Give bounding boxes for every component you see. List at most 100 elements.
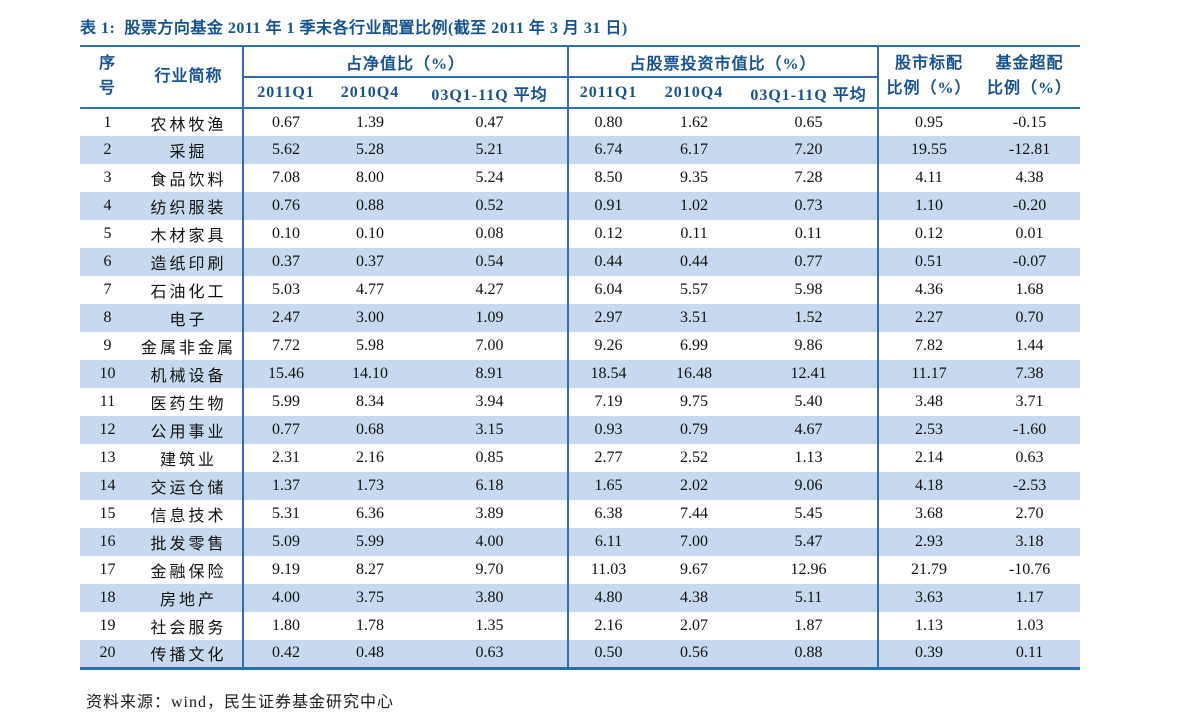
value-cell: 18.54 xyxy=(567,360,649,388)
value-cell: 0.37 xyxy=(356,253,384,270)
value-cell: 7.72 xyxy=(242,332,328,360)
value-cell: 1.17 xyxy=(1015,589,1044,606)
value-cell: 2.47 xyxy=(242,304,328,332)
value-cell: 1.52 xyxy=(794,309,823,326)
table-row: 9 金属非金属 7.72 5.98 7.00 9.26 6.99 9.86 7.82 1.44 xyxy=(80,332,1080,360)
value-cell: 5.31 xyxy=(242,500,328,528)
industry-cell: 石油化工 xyxy=(150,284,227,301)
value-cell: 2.52 xyxy=(680,449,709,466)
table-row: 20 传播文化 0.42 0.48 0.63 0.50 0.56 0.88 0.39 0.11 xyxy=(80,640,1081,668)
value-cell: 3.80 xyxy=(475,589,504,606)
value-cell: 4.38 xyxy=(680,589,709,606)
seq-cell: 20 xyxy=(99,644,116,662)
seq-cell: 13 xyxy=(99,449,116,466)
value-cell: 0.11 xyxy=(794,225,823,242)
value-cell: 7.28 xyxy=(794,169,823,186)
value-cell: 0.70 xyxy=(1015,309,1044,326)
col-group-net-value: 占净值比（%） xyxy=(241,46,569,78)
value-cell: 2.97 xyxy=(567,304,649,332)
value-cell: 5.11 xyxy=(794,589,823,606)
industry-cell: 机械设备 xyxy=(150,368,227,385)
table-row: 14 交运仓储 1.37 1.73 6.18 1.65 2.02 9.06 4.18 -2.53 xyxy=(80,472,1081,500)
value-cell: 0.51 xyxy=(877,248,980,276)
value-cell: 1.13 xyxy=(877,612,980,640)
value-cell: 6.99 xyxy=(680,337,709,354)
col-header-net-2010q4: 2010Q4 xyxy=(340,83,400,101)
value-cell: 5.45 xyxy=(794,505,823,522)
value-cell: 1.09 xyxy=(475,309,504,326)
value-cell: 5.99 xyxy=(242,388,328,416)
value-cell: 3.00 xyxy=(356,309,384,326)
value-cell: 8.91 xyxy=(475,365,504,382)
col-header-stock-2011q1: 2011Q1 xyxy=(567,77,649,108)
std-header-line2: 比例（%） xyxy=(886,80,972,97)
industry-cell: 公用事业 xyxy=(150,424,227,441)
seq-cell: 3 xyxy=(103,169,112,186)
value-cell: 9.35 xyxy=(680,169,709,186)
value-cell: 9.75 xyxy=(680,393,709,410)
industry-cell: 社会服务 xyxy=(150,620,227,637)
industry-cell: 电子 xyxy=(169,312,208,329)
value-cell: 4.77 xyxy=(356,281,384,298)
industry-allocation-table: 序 号 行业简称 占净值比（%） 占股票投资市值比（%） 股市标配 比例（%） … xyxy=(80,45,1081,670)
value-cell: 6.11 xyxy=(567,528,649,556)
table-row: 18 房地产 4.00 3.75 3.80 4.80 4.38 5.11 3.63 1.17 xyxy=(80,584,1081,612)
value-cell: 1.62 xyxy=(680,113,709,131)
value-cell: 9.19 xyxy=(242,556,328,584)
value-cell: -0.15 xyxy=(1012,113,1047,131)
value-cell: 7.44 xyxy=(680,505,709,522)
value-cell: 0.11 xyxy=(1015,644,1044,662)
seq-cell: 4 xyxy=(103,197,112,214)
value-cell: 4.00 xyxy=(475,533,504,550)
value-cell: 1.44 xyxy=(1015,337,1044,354)
industry-cell: 农林牧渔 xyxy=(150,116,227,134)
value-cell: 1.80 xyxy=(242,612,328,640)
value-cell: 0.10 xyxy=(242,220,328,248)
value-cell: -12.81 xyxy=(1008,141,1051,158)
value-cell: 0.63 xyxy=(475,644,504,662)
industry-cell: 医药生物 xyxy=(150,396,227,413)
value-cell: -0.07 xyxy=(1012,253,1047,270)
value-cell: 0.73 xyxy=(794,197,823,214)
seq-cell: 18 xyxy=(99,589,116,606)
seq-cell: 17 xyxy=(99,561,116,578)
value-cell: 6.38 xyxy=(567,500,649,528)
col-header-net-avg: 03Q1-11Q 平均 xyxy=(431,86,548,104)
value-cell: 7.19 xyxy=(567,388,649,416)
seq-header-line2: 号 xyxy=(98,80,116,97)
col-header-industry: 行业简称 xyxy=(154,67,223,85)
table-row: 2 采掘 5.62 5.28 5.21 6.74 6.17 7.20 19.55 -12.81 xyxy=(80,136,1081,164)
value-cell: 0.56 xyxy=(680,644,709,662)
value-cell: 2.93 xyxy=(877,528,980,556)
over-header-line1: 基金超配 xyxy=(995,55,1064,73)
value-cell: 0.10 xyxy=(356,225,384,242)
table-row: 11 医药生物 5.99 8.34 3.94 7.19 9.75 5.40 3.48 3.71 xyxy=(80,388,1080,416)
value-cell: 2.16 xyxy=(356,449,384,466)
value-cell: 1.73 xyxy=(356,477,384,494)
industry-cell: 采掘 xyxy=(169,144,208,161)
value-cell: 0.85 xyxy=(475,449,504,466)
col-header-net-2011q1: 2011Q1 xyxy=(242,77,328,108)
value-cell: 8.27 xyxy=(356,561,384,578)
value-cell: 1.39 xyxy=(356,113,384,131)
value-cell: 6.36 xyxy=(356,505,384,522)
seq-cell: 19 xyxy=(99,617,116,634)
table-body: 1 农林牧渔 0.67 1.39 0.47 0.80 1.62 0.65 0.95 -0.15 2 采… xyxy=(80,108,1081,668)
value-cell: 6.18 xyxy=(475,477,504,494)
value-cell: 2.02 xyxy=(680,477,709,494)
value-cell: 0.11 xyxy=(680,225,708,242)
value-cell: 9.67 xyxy=(680,561,709,578)
table-row: 12 公用事业 0.77 0.68 3.15 0.93 0.79 4.67 2.53 -1.60 xyxy=(80,416,1081,444)
table-row: 7 石油化工 5.03 4.77 4.27 6.04 5.57 5.98 4.36 1.68 xyxy=(80,276,1080,304)
value-cell: 8.00 xyxy=(356,169,384,186)
value-cell: 1.02 xyxy=(680,197,709,214)
table-row: 1 农林牧渔 0.67 1.39 0.47 0.80 1.62 0.65 0.95 -0.15 xyxy=(80,108,1080,136)
value-cell: 3.63 xyxy=(877,584,980,612)
value-cell: 0.42 xyxy=(242,640,328,668)
table-row: 4 纺织服装 0.76 0.88 0.52 0.91 1.02 0.73 1.10 -0.20 xyxy=(80,192,1081,220)
value-cell: 5.98 xyxy=(356,337,384,354)
value-cell: -1.60 xyxy=(1012,421,1047,438)
value-cell: 1.78 xyxy=(356,617,384,634)
seq-cell: 12 xyxy=(99,421,116,438)
